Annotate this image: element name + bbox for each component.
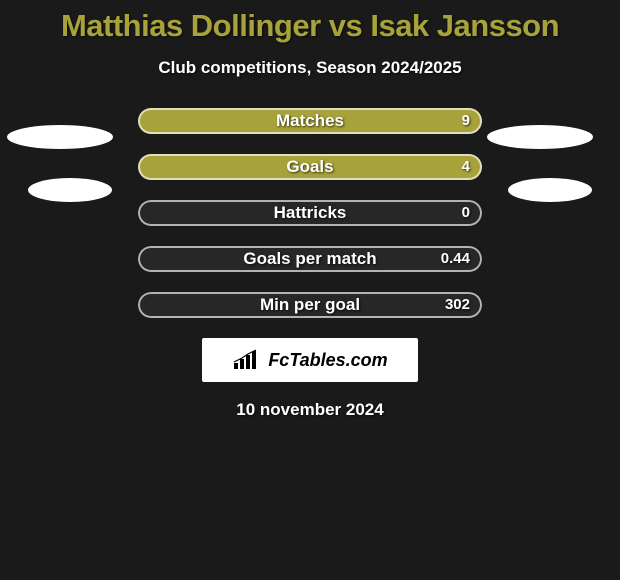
stat-row: Min per goal302: [0, 292, 620, 318]
stat-bar: Goals4: [138, 154, 482, 180]
root-container: Matthias Dollinger vs Isak Jansson Club …: [0, 0, 620, 420]
stat-bar-border: [138, 292, 482, 318]
stat-value-right: 302: [445, 292, 470, 318]
stat-bar: Matches9: [138, 108, 482, 134]
stat-value-right: 0: [462, 200, 470, 226]
brand-box: FcTables.com: [202, 338, 418, 382]
brand-chart-icon: [232, 349, 262, 371]
stat-bar-border: [138, 200, 482, 226]
stat-bar: Min per goal302: [138, 292, 482, 318]
left-player-ellipse: [7, 125, 113, 149]
stat-row: Goals4: [0, 154, 620, 180]
stat-bar: Hattricks0: [138, 200, 482, 226]
stat-label: Goals per match: [138, 246, 482, 272]
subtitle: Club competitions, Season 2024/2025: [0, 58, 620, 78]
right-player-ellipse: [508, 178, 592, 202]
page-title: Matthias Dollinger vs Isak Jansson: [0, 8, 620, 44]
stat-value-right: 0.44: [441, 246, 470, 272]
left-player-ellipse: [28, 178, 112, 202]
stat-label: Hattricks: [138, 200, 482, 226]
stat-bar-left-fill: [138, 108, 482, 134]
stat-row: Hattricks0: [0, 200, 620, 226]
stat-bar-left-fill: [138, 154, 482, 180]
brand-text: FcTables.com: [268, 350, 387, 371]
right-player-ellipse: [487, 125, 593, 149]
stat-row: Goals per match0.44: [0, 246, 620, 272]
stat-bar-border: [138, 246, 482, 272]
stat-bar: Goals per match0.44: [138, 246, 482, 272]
footer-date: 10 november 2024: [0, 400, 620, 420]
stat-label: Min per goal: [138, 292, 482, 318]
